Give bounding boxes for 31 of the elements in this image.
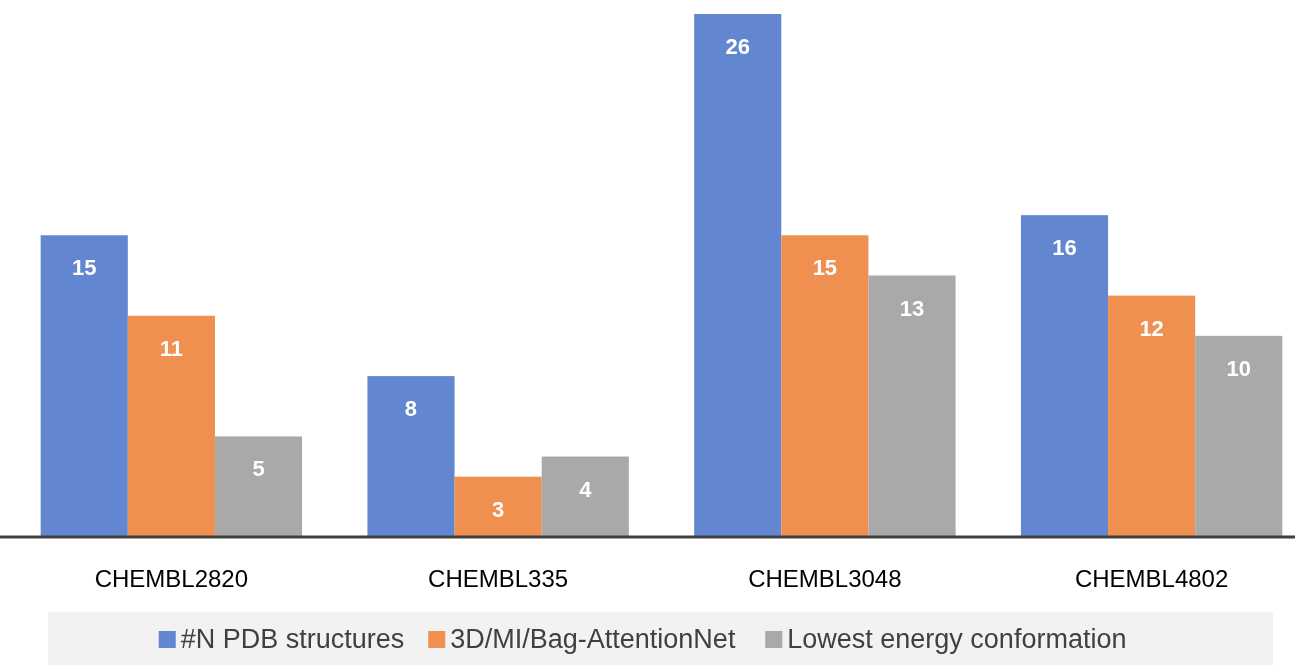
legend-label: 3D/MI/Bag-AttentionNet — [450, 624, 736, 654]
legend-label: #N PDB structures — [180, 624, 405, 654]
x-tick-label: CHEMBL335 — [428, 565, 569, 592]
data-label: 13 — [899, 295, 925, 321]
legend-label: Lowest energy conformation — [787, 624, 1127, 654]
data-label: 12 — [1139, 315, 1164, 341]
bar — [781, 235, 869, 537]
bar — [214, 436, 303, 537]
bar — [694, 14, 782, 537]
bar — [1108, 295, 1196, 537]
bar — [868, 275, 956, 537]
data-label: 15 — [812, 255, 838, 281]
bar — [40, 235, 128, 537]
data-label: 3 — [492, 496, 505, 522]
bar — [454, 476, 542, 537]
x-tick-label: CHEMBL2820 — [94, 565, 249, 592]
bar — [127, 315, 215, 537]
data-label: 4 — [579, 476, 593, 502]
data-label: 8 — [404, 396, 418, 422]
data-label: 10 — [1226, 355, 1251, 381]
data-label: 16 — [1052, 235, 1077, 261]
bar — [541, 456, 629, 537]
data-label: 15 — [72, 255, 97, 281]
bar — [1020, 215, 1109, 537]
data-label: 11 — [159, 335, 184, 361]
bar — [367, 376, 455, 537]
x-tick-label: CHEMBL4802 — [1074, 565, 1229, 592]
bar — [1195, 335, 1283, 537]
x-tick-label: CHEMBL3048 — [748, 565, 902, 592]
data-label: 26 — [725, 34, 750, 59]
data-label: 5 — [252, 456, 265, 482]
